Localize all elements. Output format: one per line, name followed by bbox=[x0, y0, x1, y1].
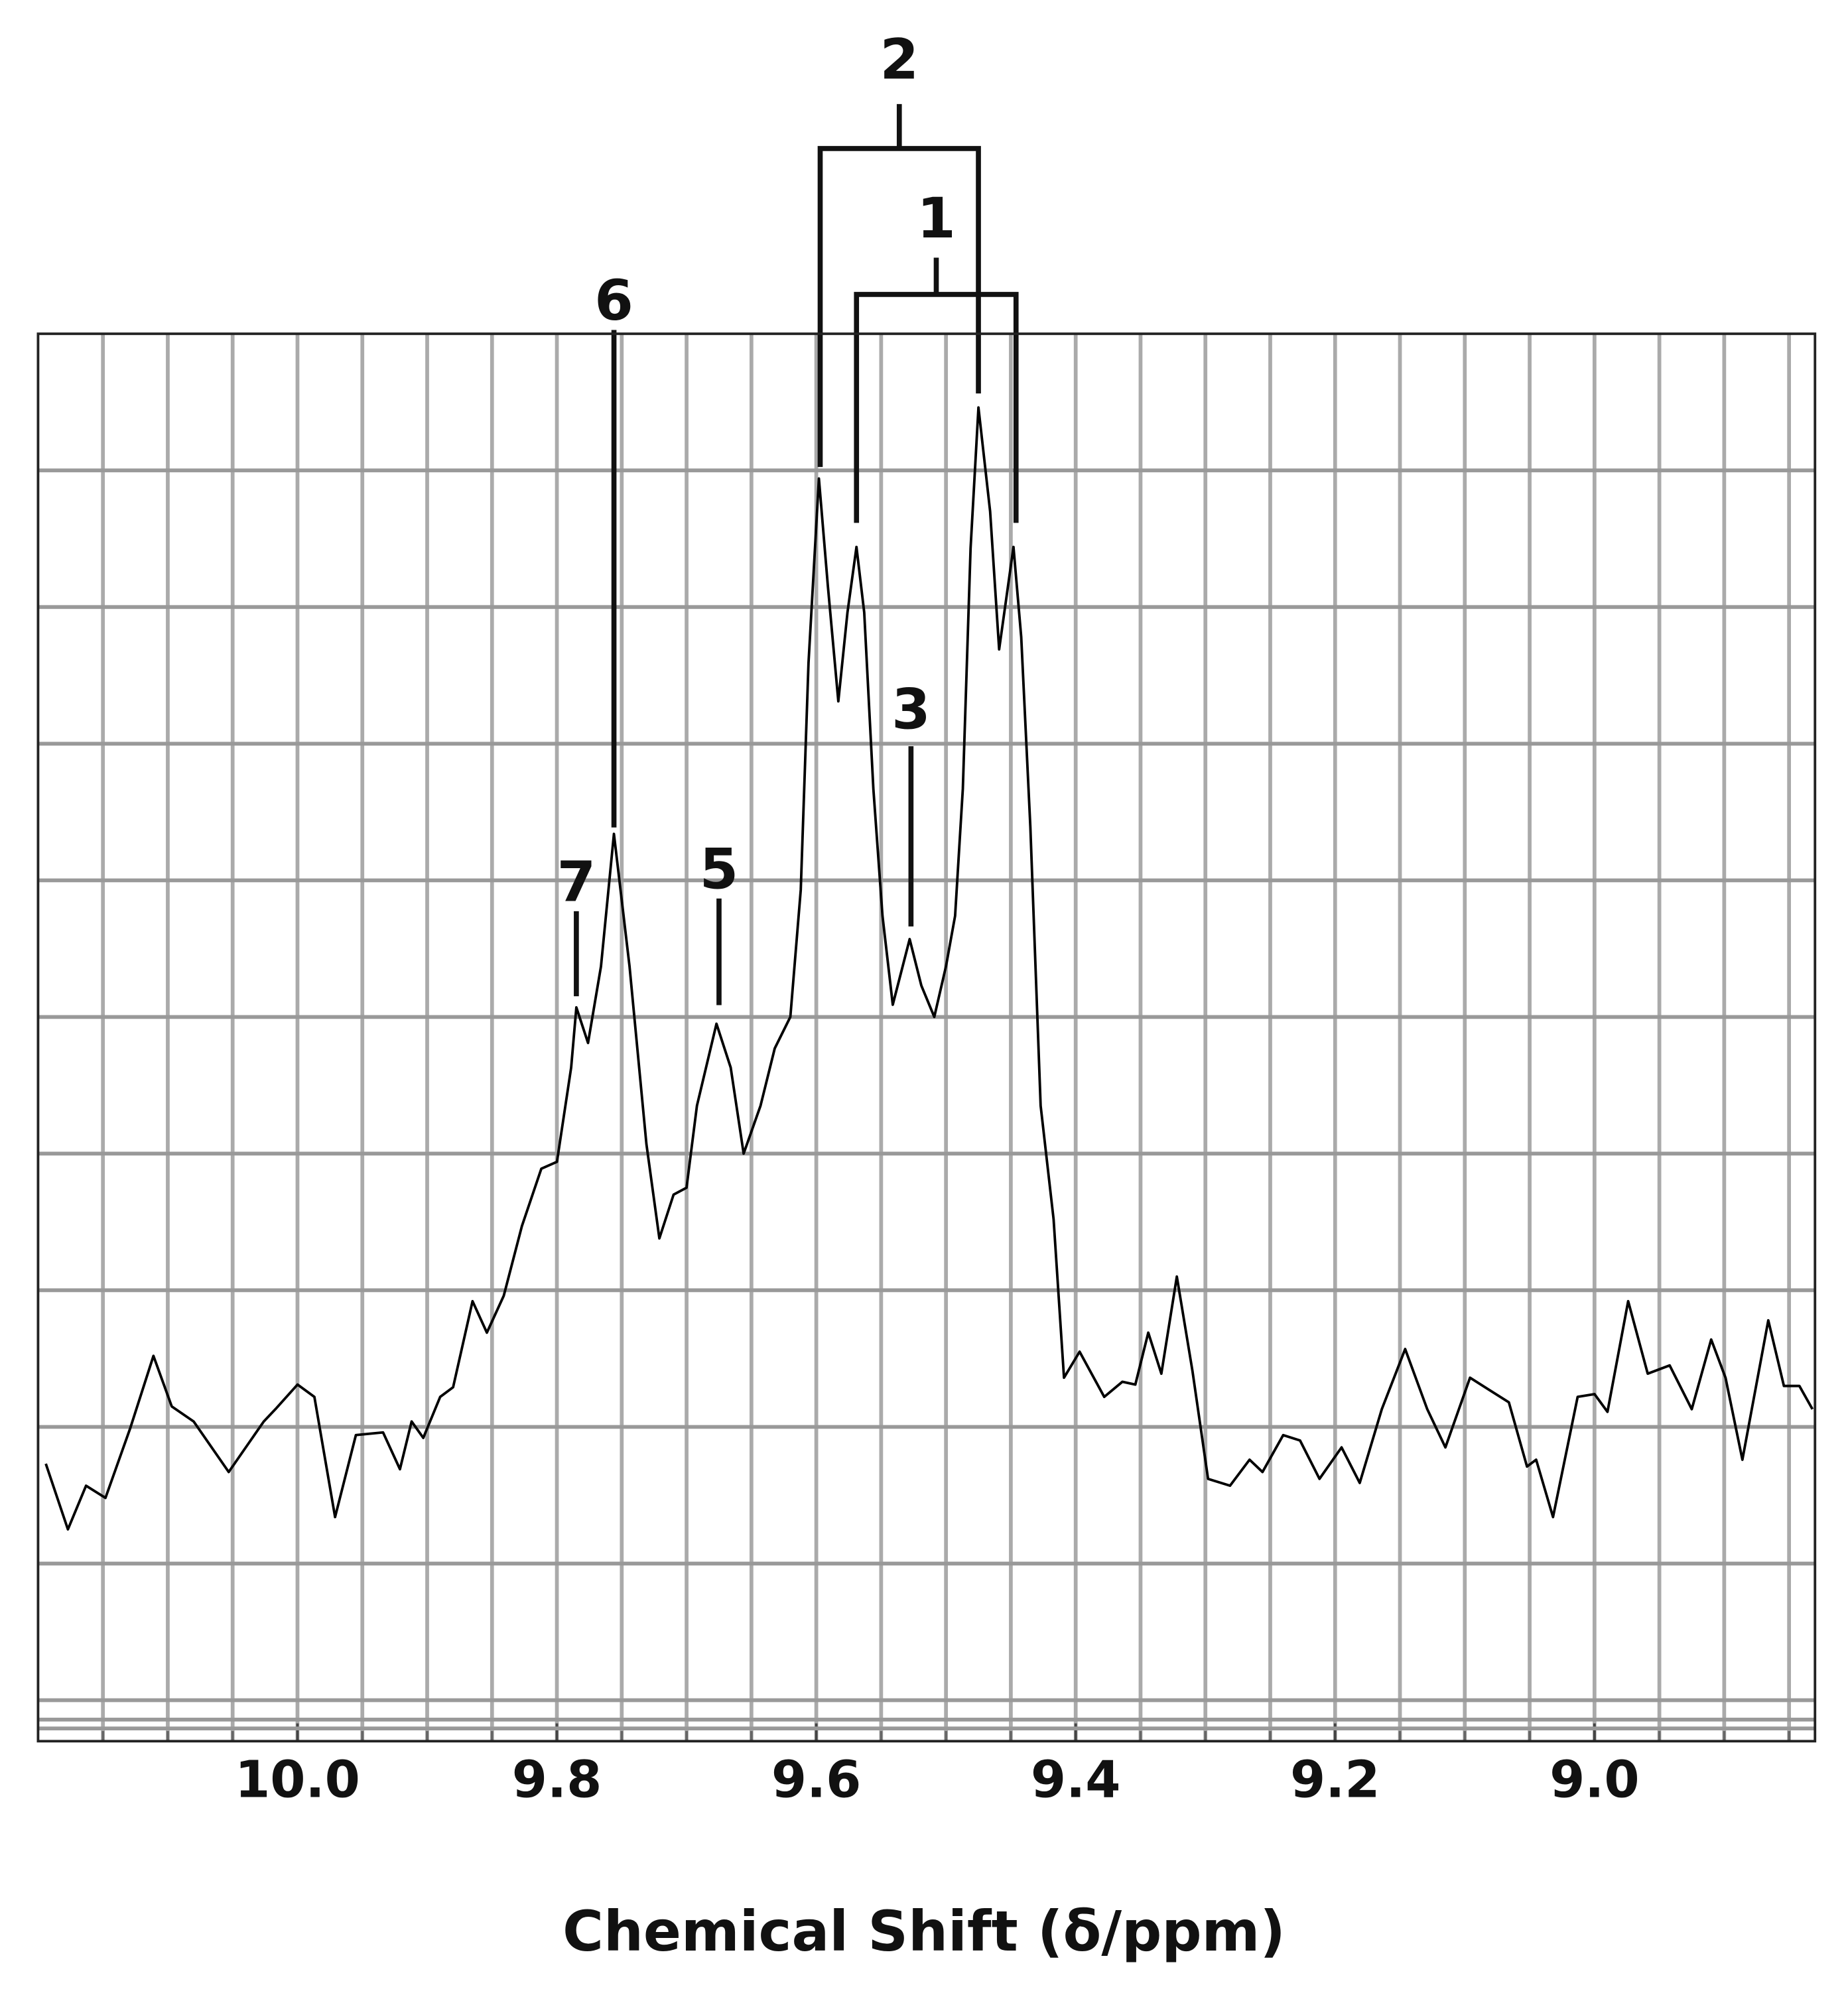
annotation-bracket bbox=[854, 292, 1019, 523]
marks bbox=[44, 103, 1814, 1531]
x-tick-label: 9.4 bbox=[1031, 1750, 1121, 1809]
annotation-label: 2 bbox=[880, 27, 919, 92]
spectrum-line bbox=[44, 406, 1814, 1531]
x-tick-label: 9.0 bbox=[1550, 1750, 1640, 1809]
x-tick-label: 9.8 bbox=[512, 1750, 602, 1809]
annotation-bracket bbox=[817, 146, 981, 468]
grid bbox=[38, 334, 1815, 1742]
annotation-label: 1 bbox=[917, 186, 956, 251]
annotation-label: 3 bbox=[891, 676, 931, 741]
annotation-label: 5 bbox=[700, 836, 739, 901]
annotation-label: 6 bbox=[594, 268, 633, 333]
x-tick-label: 9.2 bbox=[1290, 1750, 1380, 1809]
x-tick-label: 9.6 bbox=[771, 1750, 862, 1809]
plot-frame bbox=[36, 332, 1817, 1743]
annotation-label: 7 bbox=[557, 850, 596, 915]
x-tick-label: 10.0 bbox=[235, 1750, 360, 1809]
x-axis-label: Chemical Shift (δ/ppm) bbox=[562, 1899, 1286, 1964]
